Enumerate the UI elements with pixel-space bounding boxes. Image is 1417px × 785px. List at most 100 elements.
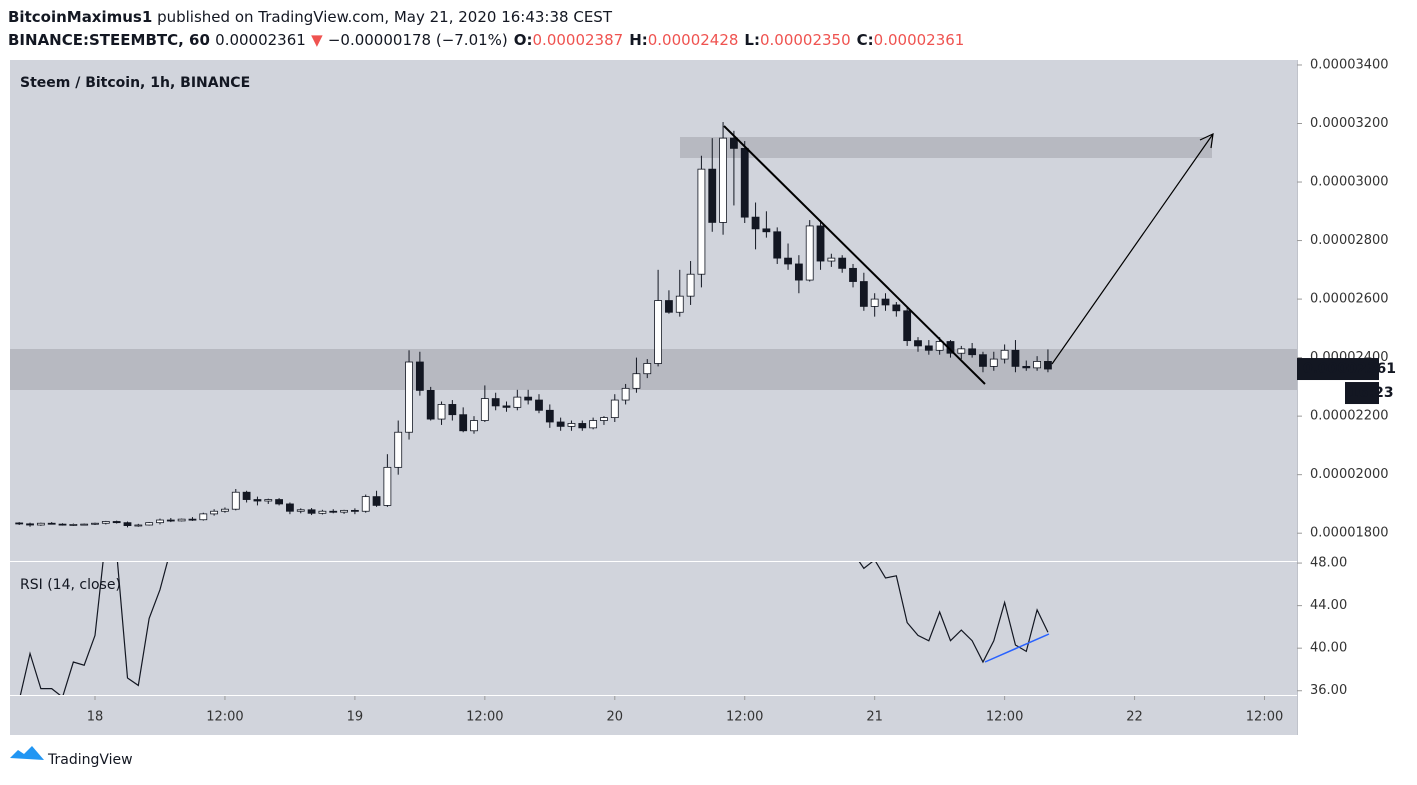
ohlc-label: C: [857,31,874,49]
x-tick-label: 21 [866,710,883,725]
arrow: ▼ [311,31,323,49]
candle-body [924,345,933,351]
y-tick-label: 0.00002000 [1310,467,1389,482]
candle-body [567,423,576,427]
candle-body [459,414,468,432]
candle-body [935,341,944,351]
candle-body [361,496,370,512]
ohlc-value: 0.00002350 [760,31,851,49]
candle-body [1011,349,1020,367]
ohlc-value: 0.00002428 [648,31,739,49]
candle-body [751,216,760,230]
countdown-box [1345,382,1379,405]
y-tick-label: 48.00 [1310,556,1347,571]
published: published on TradingView.com, May 21, 20… [157,8,613,26]
candle-body [686,273,695,297]
x-tick-label: 19 [347,710,364,725]
candle-body [1022,365,1031,369]
candle-body [123,522,132,526]
candle-body [675,295,684,313]
candle-body [502,405,511,408]
candle-body [643,363,652,375]
pane-title: Steem / Bitcoin, 1h, BINANCE [20,75,250,91]
candle-body [36,522,45,526]
change: −0.00000178 (−7.01%) [328,31,508,49]
candle-body [221,508,229,512]
candle-body [794,263,803,281]
candle-body [589,420,598,429]
x-tick-label: 22 [1126,710,1143,725]
symbol-line: BINANCE:STEEMBTC, 60 0.00002361 ▼ −0.000… [8,31,964,49]
rsi-line [19,562,1049,695]
candle-body [719,137,727,223]
y-tick-label: 0.00003200 [1310,116,1389,131]
candle-body [805,225,814,281]
candle-body [989,358,998,367]
ohlc-value: 0.00002361 [874,31,965,49]
x-tick-label: 12:00 [986,710,1023,725]
y-tick-label: 0.00001800 [1310,526,1389,541]
y-tick-label: 0.00003000 [1310,175,1389,190]
candle-body [166,519,175,522]
candle-body [730,137,738,149]
ohlc-label: L: [744,31,760,49]
candle-body [957,348,966,354]
x-tick-label: 18 [87,710,104,725]
candle-body [784,257,792,265]
candle-body [275,499,283,505]
x-tick-label: 12:00 [466,710,503,725]
candle-body [329,510,338,513]
candle-body [231,491,240,510]
candle-body [1033,361,1042,369]
candle-body [827,257,836,262]
candle-body [762,228,771,233]
countdown: 16:23 [1349,385,1394,401]
candle-body [600,417,608,421]
candle-body [545,409,554,423]
candle-body [524,396,533,401]
last-price-label: 0.00002361 [1303,361,1396,377]
y-tick-label: 40.00 [1310,641,1347,656]
candle-body [91,522,99,525]
candle-body [15,522,24,525]
candle-body [621,387,630,401]
candle-body [1000,349,1009,360]
plot-layer: Steem / Bitcoin, 1h, BINANCE 0.00001800 0.… [15,57,1396,725]
candle-body [708,168,717,223]
candle-body [286,503,294,512]
candle-body [177,518,186,522]
price: 0.00002361 [215,31,306,49]
candle-body [578,423,587,429]
candle-body [697,168,706,275]
candle-body [101,521,110,524]
candle-body [69,524,78,526]
x-tick-label: 20 [607,710,624,725]
candle-body [264,499,273,502]
chart-background [10,60,1297,735]
candle-body [80,523,89,526]
x-tick-label: 12:00 [206,710,243,725]
candle-body [145,522,154,526]
candle-body [816,225,825,262]
pane-title: RSI (14, close) [20,577,121,593]
candle-body [654,300,663,364]
candle-body [426,389,435,420]
ohlc-label: H: [629,31,648,49]
candle-body [340,509,348,513]
candle-body [903,310,912,342]
author: BitcoinMaximus1 [8,8,152,26]
candle-body [773,231,782,259]
candle-body [350,509,359,512]
candle-body [415,361,424,391]
candle-body [156,519,164,524]
last-price-box [1297,358,1379,381]
divergence-line [984,633,1050,663]
candle-body [210,510,219,515]
candle-body [892,304,901,312]
pane [15,122,1052,528]
candle-body [296,509,305,512]
candle-body [665,300,673,313]
candle-body [849,267,857,282]
ohlc-label: O: [514,31,533,49]
